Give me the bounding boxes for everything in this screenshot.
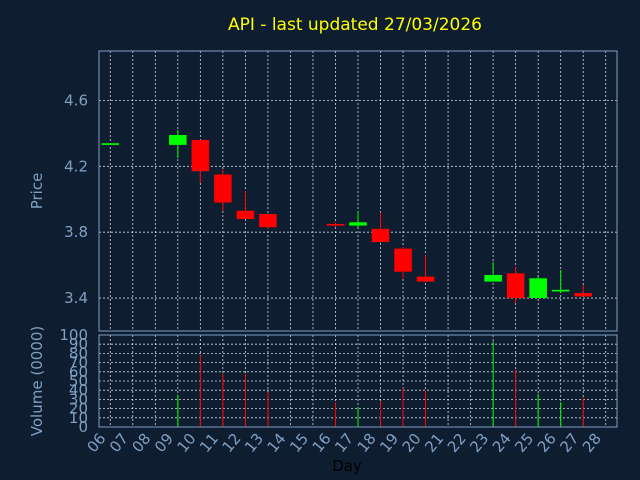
day-tick-label: 22 [444, 430, 470, 456]
day-tick-label: 25 [511, 430, 537, 456]
candle-body [371, 228, 390, 243]
price-panel: 3.4 3.8 4.2 4.6 Price [28, 50, 618, 332]
candle-body [169, 135, 187, 145]
chart-title: API - last updated 27/03/2026 [228, 15, 482, 35]
volume-tick-label: 60 [69, 363, 88, 381]
price-panel-frame [98, 50, 618, 332]
day-axis-label: Day [332, 457, 362, 475]
day-tick-label: 17 [331, 430, 357, 456]
candle-body [259, 214, 277, 228]
day-tick-label: 27 [556, 430, 582, 456]
volume-tick-label: 90 [69, 335, 88, 353]
day-tick-label: 12 [219, 430, 245, 456]
volume-tick-label: 10 [69, 409, 88, 427]
volume-tick-label: 40 [69, 381, 88, 399]
day-tick-label: 26 [534, 430, 560, 456]
day-tick-label: 14 [264, 430, 290, 456]
day-tick-label: 10 [173, 430, 199, 456]
price-tick-label: 3.4 [64, 289, 88, 307]
price-tick-label: 4.2 [64, 157, 88, 175]
volume-tick-label: 0 [78, 418, 88, 436]
candle-body [506, 273, 525, 299]
volume-tick-label: 80 [69, 344, 88, 362]
day-tick-label: 15 [286, 430, 312, 456]
day-tick-label: 13 [241, 430, 267, 456]
candle-body [416, 276, 435, 282]
day-tick-label: 20 [399, 430, 425, 456]
volume-axis-label: Volume (0000) [28, 326, 46, 436]
day-tick-label: 19 [376, 430, 402, 456]
day-tick-label: 28 [579, 430, 605, 456]
volume-tick-label: 20 [69, 400, 88, 418]
day-tick-label: 18 [354, 430, 380, 456]
day-tick-label: 08 [128, 430, 154, 456]
volume-tick-label: 70 [69, 354, 88, 372]
day-tick-label: 11 [196, 430, 222, 456]
candle-body [551, 289, 570, 292]
day-tick-label: 21 [421, 430, 447, 456]
candle-body [574, 293, 593, 297]
day-axis-ticks: 0607080910111213141516171819202122232425… [83, 430, 605, 456]
candle-body [326, 223, 345, 226]
price-axis-label: Price [28, 173, 46, 210]
volume-tick-label: 30 [69, 390, 88, 408]
day-tick-label: 23 [466, 430, 492, 456]
day-tick-label: 24 [489, 430, 515, 456]
price-tick-label: 4.6 [64, 91, 88, 109]
candle-body [191, 139, 210, 172]
candle-body [529, 278, 547, 299]
volume-tick-label: 50 [69, 372, 88, 390]
candle-body [394, 248, 412, 272]
price-candles [101, 130, 593, 303]
volume-bars [177, 341, 584, 427]
day-tick-label: 09 [151, 430, 177, 456]
day-tick-label: 16 [309, 430, 335, 456]
volume-panel-frame [98, 334, 618, 428]
volume-tick-label: 100 [59, 326, 88, 344]
candle-body [101, 143, 120, 145]
price-tick-label: 3.8 [64, 223, 88, 241]
candle-body [349, 222, 367, 226]
price-axis-ticks: 3.4 3.8 4.2 4.6 [64, 91, 88, 307]
candle-body [236, 210, 255, 219]
candle-body [214, 174, 232, 203]
day-tick-label: 07 [106, 430, 132, 456]
candle-body [484, 275, 502, 282]
